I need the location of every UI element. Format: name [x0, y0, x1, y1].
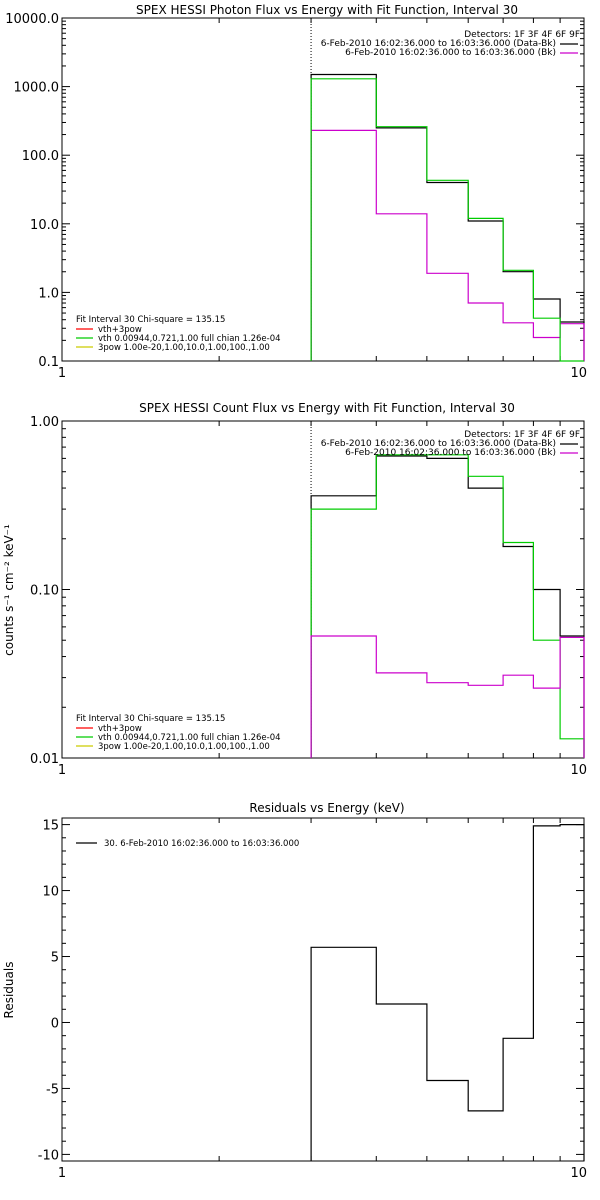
- y-tick-label: 0.01: [30, 752, 59, 767]
- series-step-line: [310, 454, 585, 758]
- x-tick-label: 10: [570, 763, 587, 778]
- photon-flux-legend-bk-label: 6-Feb-2010 16:02:36.000 to 16:03:36.000 …: [345, 48, 556, 58]
- x-tick-label: 10: [570, 1166, 587, 1181]
- photon-flux-title: SPEX HESSI Photon Flux vs Energy with Fi…: [136, 3, 518, 17]
- y-tick-label: 15: [42, 819, 59, 834]
- count-flux-y-ticks: 0.01 0.10 1.00: [30, 415, 584, 767]
- photon-flux-legend-bottom: Fit Interval 30 Chi-square = 135.15 vth+…: [76, 315, 281, 353]
- residuals-title: Residuals vs Energy (keV): [249, 801, 404, 815]
- count-flux-title: SPEX HESSI Count Flux vs Energy with Fit…: [139, 401, 515, 415]
- y-tick-label: 10: [42, 885, 59, 900]
- series-step-line: [310, 78, 584, 362]
- photon-flux-legend-data-label: 6-Feb-2010 16:02:36.000 to 16:03:36.000 …: [321, 39, 556, 49]
- count-flux-legend-top: Detectors: 1F 3F 4F 6F 9F 6-Feb-2010 16:…: [321, 430, 580, 458]
- series-step-line: [310, 824, 585, 1161]
- y-tick-label: 100.0: [22, 149, 59, 164]
- y-tick-label: 1.00: [30, 415, 59, 430]
- y-tick-label: -10: [38, 1148, 59, 1163]
- y-tick-label: 0: [51, 1016, 59, 1031]
- y-tick-label: 5: [51, 951, 59, 966]
- x-tick-label: 1: [58, 763, 66, 778]
- count-flux-legend-data-label: 6-Feb-2010 16:02:36.000 to 16:03:36.000 …: [321, 439, 556, 449]
- count-flux-detectors-label: Detectors: 1F 3F 4F 6F 9F: [464, 430, 580, 440]
- y-tick-label: 0.10: [30, 584, 59, 599]
- photon-flux-legend-yellow-label: 3pow 1.00e-20,1.00,10.0,1.00,100.,1.00: [98, 343, 270, 353]
- x-tick-label: 1: [58, 1166, 66, 1181]
- photon-flux-legend-green-label: vth 0.00944,0.721,1.00 full chian 1.26e-…: [98, 334, 281, 344]
- photon-flux-plot-frame: [61, 17, 585, 362]
- count-flux-legend-bk-label: 6-Feb-2010 16:02:36.000 to 16:03:36.000 …: [345, 448, 556, 458]
- photon-flux-legend-red-label: vth+3pow: [98, 325, 142, 335]
- count-flux-legend-green-label: vth 0.00944,0.721,1.00 full chian 1.26e-…: [98, 733, 281, 743]
- residuals-y-ticks: -10 -5 0 5 10 15: [38, 819, 584, 1163]
- residuals-legend-label: 30. 6-Feb-2010 16:02:36.000 to 16:03:36.…: [104, 839, 299, 849]
- photon-flux-series: [310, 18, 585, 362]
- photon-flux-legend-top: Detectors: 1F 3F 4F 6F 9F 6-Feb-2010 16:…: [321, 30, 580, 58]
- residuals-series: [310, 824, 585, 1161]
- photon-flux-panel: SPEX HESSI Photon Flux vs Energy with Fi…: [5, 3, 587, 381]
- count-flux-y-axis-label: counts s⁻¹ cm⁻² keV⁻¹: [2, 524, 16, 656]
- x-tick-label: 10: [570, 366, 587, 381]
- y-tick-label: 10.0: [30, 218, 59, 233]
- y-tick-label: -5: [46, 1082, 59, 1097]
- count-flux-series: [310, 421, 585, 758]
- count-flux-legend-red-label: vth+3pow: [98, 724, 142, 734]
- series-step-line: [310, 635, 585, 758]
- residuals-x-ticks: 1 10: [58, 818, 587, 1181]
- y-tick-label: 0.1: [38, 355, 59, 370]
- y-tick-label: 1000.0: [14, 81, 60, 96]
- count-flux-panel: SPEX HESSI Count Flux vs Energy with Fit…: [2, 401, 587, 778]
- count-flux-legend-bottom: Fit Interval 30 Chi-square = 135.15 vth+…: [76, 714, 281, 752]
- residuals-legend: 30. 6-Feb-2010 16:02:36.000 to 16:03:36.…: [76, 839, 299, 849]
- residuals-panel: Residuals vs Energy (keV) Residuals -10-…: [2, 801, 587, 1181]
- photon-flux-detectors-label: Detectors: 1F 3F 4F 6F 9F: [464, 30, 580, 40]
- y-tick-label: 1.0: [38, 286, 59, 301]
- x-tick-label: 1: [58, 366, 66, 381]
- photon-flux-y-ticks: 0.1 1.0 10.0 100.0 1000.0 10000.0: [5, 12, 584, 370]
- count-flux-legend-yellow-label: 3pow 1.00e-20,1.00,10.0,1.00,100.,1.00: [98, 742, 270, 752]
- residuals-y-axis-label: Residuals: [2, 962, 16, 1019]
- y-tick-label: 10000.0: [5, 12, 59, 27]
- photon-flux-fit-label: Fit Interval 30 Chi-square = 135.15: [76, 315, 225, 325]
- count-flux-fit-label: Fit Interval 30 Chi-square = 135.15: [76, 714, 225, 724]
